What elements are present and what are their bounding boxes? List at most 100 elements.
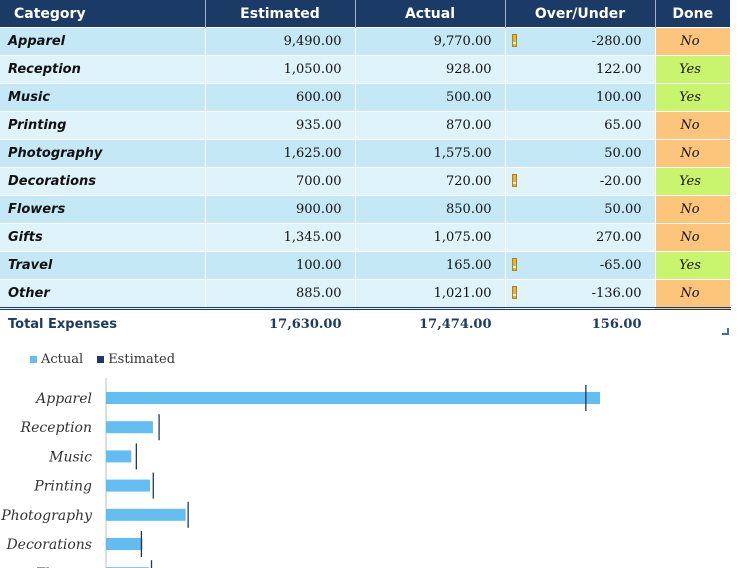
cell-over-under[interactable]: 100.00 — [505, 83, 656, 112]
cell-actual[interactable]: 9,770.00 — [355, 27, 506, 56]
cell-done[interactable]: No — [655, 195, 731, 224]
legend-swatch-actual — [30, 356, 37, 363]
cell-actual[interactable]: 1,021.00 — [355, 279, 506, 309]
cell-estimated[interactable]: 885.00 — [205, 279, 356, 309]
warning-flag-icon — [511, 34, 517, 47]
total-done-blank[interactable] — [655, 307, 731, 338]
actual-bar[interactable] — [106, 392, 600, 404]
cell-estimated-value: 600.00 — [296, 90, 342, 105]
budget-bar-chart: Apparel Reception Music Printing Photography… — [0, 378, 600, 568]
total-label[interactable]: Total Expenses — [0, 307, 206, 338]
cell-category[interactable]: Other — [0, 279, 206, 309]
cell-actual[interactable]: 1,075.00 — [355, 223, 506, 252]
cell-done[interactable]: Yes — [655, 251, 731, 280]
cell-category[interactable]: Photography — [0, 139, 206, 168]
cell-actual[interactable]: 850.00 — [355, 195, 506, 224]
actual-bar[interactable] — [106, 508, 186, 521]
table-row: Printing 935.00 870.00 65.00 No — [0, 111, 731, 140]
cell-over-under-value: 100.00 — [596, 90, 642, 105]
cell-done-value: No — [680, 146, 700, 161]
cell-done[interactable]: No — [655, 139, 731, 168]
cell-actual-value: 1,021.00 — [433, 286, 492, 301]
category-tick-label: Apparel — [34, 391, 92, 407]
header-over-under[interactable]: Over/Under — [505, 0, 656, 28]
actual-bar[interactable] — [106, 421, 153, 434]
category-tick-label: Decorations — [5, 537, 92, 553]
cell-over-under[interactable]: 270.00 — [505, 223, 656, 252]
category-tick-label: Music — [48, 449, 92, 465]
cell-done[interactable]: No — [655, 279, 731, 309]
cell-over-under[interactable]: 65.00 — [505, 111, 656, 140]
cell-estimated-value: 700.00 — [296, 174, 342, 189]
header-actual[interactable]: Actual — [355, 0, 506, 28]
cell-over-under[interactable]: 122.00 — [505, 55, 656, 84]
cell-estimated[interactable]: 100.00 — [205, 251, 356, 280]
cell-over-under[interactable]: -136.00 — [505, 279, 656, 309]
cell-actual-value: 165.00 — [446, 258, 492, 273]
cell-over-under[interactable]: -20.00 — [505, 167, 656, 196]
cell-estimated-value: 1,050.00 — [283, 62, 342, 77]
cell-category[interactable]: Travel — [0, 251, 206, 280]
cell-over-under[interactable]: 50.00 — [505, 195, 656, 224]
cell-estimated[interactable]: 9,490.00 — [205, 27, 356, 56]
table-row: Travel 100.00 165.00 -65.00 Yes — [0, 251, 731, 280]
actual-bar[interactable] — [106, 450, 132, 463]
cell-estimated[interactable]: 600.00 — [205, 83, 356, 112]
cell-category[interactable]: Reception — [0, 55, 206, 84]
cell-over-under[interactable]: 50.00 — [505, 139, 656, 168]
cell-actual-value: 500.00 — [446, 90, 492, 105]
cell-over-under-value: -20.00 — [599, 174, 642, 189]
cell-done-value: No — [680, 230, 700, 245]
header-estimated[interactable]: Estimated — [205, 0, 356, 28]
cell-actual[interactable]: 720.00 — [355, 167, 506, 196]
legend-item-estimated: Estimated — [97, 352, 175, 367]
table-row: Apparel 9,490.00 9,770.00 -280.00 No — [0, 27, 731, 56]
cell-done[interactable]: No — [655, 27, 731, 56]
cell-estimated[interactable]: 935.00 — [205, 111, 356, 140]
header-category[interactable]: Category — [0, 0, 206, 28]
cell-done[interactable]: Yes — [655, 55, 731, 84]
cell-category[interactable]: Music — [0, 83, 206, 112]
cell-estimated[interactable]: 900.00 — [205, 195, 356, 224]
cell-done-value: No — [680, 202, 700, 217]
cell-done[interactable]: No — [655, 223, 731, 252]
cell-category[interactable]: Flowers — [0, 195, 206, 224]
cell-actual[interactable]: 500.00 — [355, 83, 506, 112]
cell-category[interactable]: Printing — [0, 111, 206, 140]
total-estimated[interactable]: 17,630.00 — [205, 307, 356, 338]
cell-estimated-value: 1,345.00 — [283, 230, 342, 245]
table-row: Other 885.00 1,021.00 -136.00 No — [0, 279, 731, 309]
cell-estimated[interactable]: 1,050.00 — [205, 55, 356, 84]
total-over-under[interactable]: 156.00 — [505, 307, 656, 338]
cell-over-under[interactable]: -65.00 — [505, 251, 656, 280]
actual-bar[interactable] — [106, 538, 143, 550]
cell-estimated[interactable]: 1,625.00 — [205, 139, 356, 168]
cell-actual[interactable]: 928.00 — [355, 55, 506, 84]
cell-actual[interactable]: 165.00 — [355, 251, 506, 280]
cell-category[interactable]: Apparel — [0, 27, 206, 56]
cell-over-under-value: -65.00 — [599, 258, 642, 273]
cell-done[interactable]: No — [655, 111, 731, 140]
warning-flag-icon — [511, 286, 517, 299]
total-actual[interactable]: 17,474.00 — [355, 307, 506, 338]
actual-bar[interactable] — [106, 479, 150, 492]
table-resize-handle[interactable] — [722, 328, 729, 335]
table-row: Reception 1,050.00 928.00 122.00 Yes — [0, 55, 731, 84]
cell-over-under[interactable]: -280.00 — [505, 27, 656, 56]
cell-done[interactable]: Yes — [655, 83, 731, 112]
cell-actual[interactable]: 1,575.00 — [355, 139, 506, 168]
table-row: Music 600.00 500.00 100.00 Yes — [0, 83, 731, 112]
table-header-row: Category Estimated Actual Over/Under Don… — [0, 0, 730, 28]
cell-estimated-value: 9,490.00 — [283, 34, 342, 49]
header-done[interactable]: Done — [655, 0, 730, 28]
cell-category[interactable]: Decorations — [0, 167, 206, 196]
cell-category[interactable]: Gifts — [0, 223, 206, 252]
cell-done-value: No — [680, 118, 700, 133]
cell-estimated[interactable]: 1,345.00 — [205, 223, 356, 252]
cell-done[interactable]: Yes — [655, 167, 731, 196]
cell-estimated[interactable]: 700.00 — [205, 167, 356, 196]
cell-over-under-value: -136.00 — [591, 286, 642, 301]
cell-actual[interactable]: 870.00 — [355, 111, 506, 140]
chart-legend: Actual Estimated — [30, 352, 189, 367]
cell-estimated-value: 885.00 — [296, 286, 342, 301]
